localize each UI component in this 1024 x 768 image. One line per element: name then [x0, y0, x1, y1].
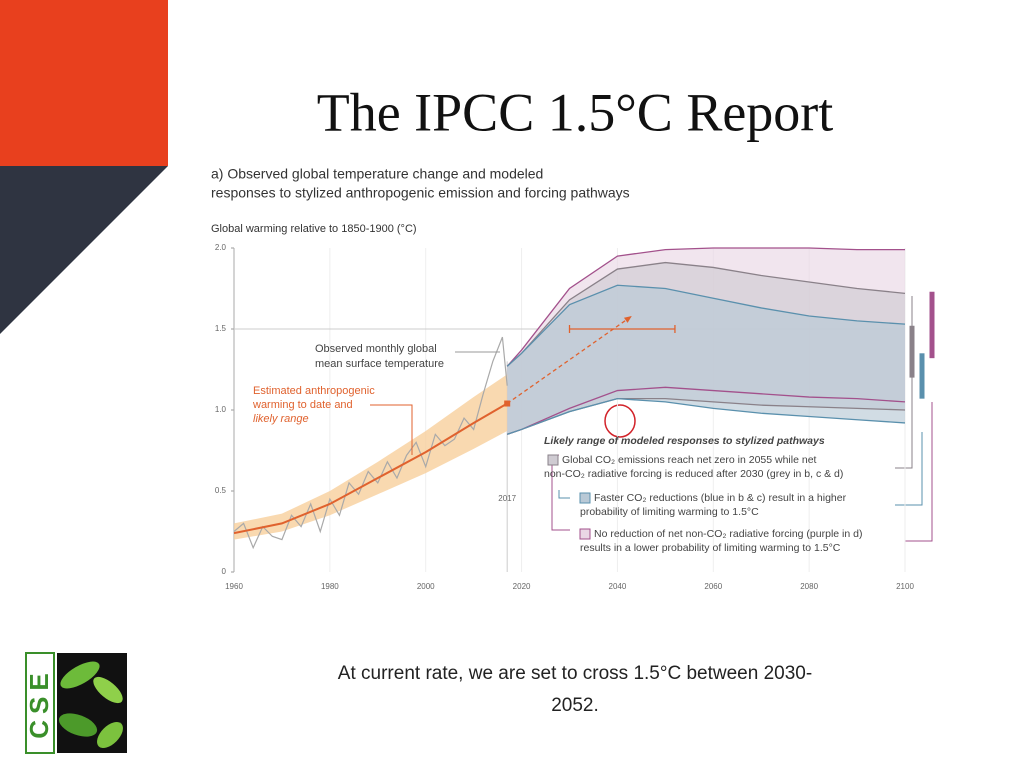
chart-title: a) Observed global temperature change an… [211, 166, 543, 182]
reference-label: 2017 [498, 494, 516, 503]
x-tick-label: 2020 [513, 582, 531, 591]
chart-title: responses to stylized anthropogenic emis… [211, 185, 630, 201]
logo: CSE [24, 652, 127, 754]
legend-swatch [547, 454, 559, 466]
logo-text: CSE [24, 667, 54, 738]
y-tick-label: 1.0 [215, 405, 227, 414]
slide-title: The IPCC 1.5°C Report [317, 82, 834, 142]
anthropogenic-label: likely range [253, 413, 309, 425]
y-tick-label: 1.5 [215, 324, 227, 333]
legend-label: probability of limiting warming to 1.5°C [580, 506, 759, 518]
band-edge [506, 284, 906, 367]
connector [551, 454, 570, 531]
anthropogenic-line [233, 402, 508, 535]
leader [370, 404, 413, 455]
x-tick-label: 2100 [896, 582, 914, 591]
range-bar [919, 353, 925, 399]
legend-label: Global CO₂ emissions reach net zero in 2… [562, 454, 817, 466]
highlight-circle [604, 404, 636, 438]
x-tick-label: 2060 [704, 582, 722, 591]
legend-title: Likely range of modeled responses to sty… [544, 435, 825, 447]
leaf [97, 722, 123, 748]
y-tick-label: 0 [222, 567, 227, 576]
range-bar [909, 325, 915, 378]
x-tick-label: 1980 [321, 582, 339, 591]
legend-swatch [579, 492, 591, 504]
band-edge [506, 247, 905, 367]
band-edge [506, 398, 906, 435]
observed-line [233, 336, 508, 550]
projection-arrow [506, 315, 633, 405]
arrow-head [623, 316, 632, 323]
accent-triangle [0, 166, 168, 334]
accent-block [0, 0, 168, 166]
observed-label: Observed monthly global [315, 343, 437, 355]
x-tick-label: 2000 [417, 582, 435, 591]
y-tick-label: 0.5 [215, 486, 227, 495]
legend-label: No reduction of net non-CO₂ radiative fo… [594, 528, 862, 540]
legend-label: Faster CO₂ reductions (blue in b & c) re… [594, 492, 847, 504]
x-tick-label: 1960 [225, 582, 243, 591]
x-tick-label: 2040 [609, 582, 627, 591]
likely-range [234, 374, 508, 540]
y-tick-label: 2.0 [215, 243, 227, 252]
x-tick-label: 2080 [800, 582, 818, 591]
band-edge [506, 386, 906, 435]
anthropogenic-label: Estimated anthropogenic [253, 385, 375, 397]
connector [905, 402, 933, 542]
leaf [60, 661, 100, 689]
connector [558, 490, 570, 499]
caption: At current rate, we are set to cross 1.5… [338, 663, 812, 684]
leaf [58, 713, 98, 737]
y-axis-label: Global warming relative to 1850-1900 (°C… [211, 223, 417, 235]
logo-frame [25, 652, 55, 754]
legend-label: non-CO₂ radiative forcing is reduced aft… [544, 468, 843, 480]
band-edge [506, 261, 906, 367]
range-bar [929, 291, 935, 359]
leaf [93, 676, 123, 704]
legend-swatch [579, 528, 591, 540]
caption: 2052. [551, 695, 599, 716]
anthropogenic-label: warming to date and [252, 399, 353, 411]
legend-label: results in a lower probability of limiti… [580, 542, 841, 554]
observed-label: mean surface temperature [315, 358, 444, 370]
connector [895, 432, 923, 506]
